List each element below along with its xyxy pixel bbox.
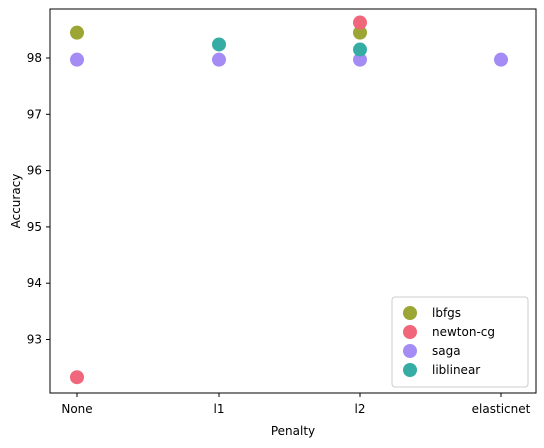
point-liblinear-l1 bbox=[212, 37, 226, 52]
point-saga-elasticnet bbox=[494, 52, 508, 67]
legend-marker-lbfgs bbox=[403, 306, 417, 320]
legend-label-liblinear: liblinear bbox=[432, 363, 480, 377]
point-liblinear-l2 bbox=[353, 42, 367, 57]
y-tick-label-95: 95 bbox=[27, 220, 42, 234]
legend-label-lbfgs: lbfgs bbox=[432, 306, 461, 320]
y-tick-label-94: 94 bbox=[27, 276, 42, 290]
point-newton-cg-l2 bbox=[353, 15, 367, 30]
point-lbfgs-l2 bbox=[353, 25, 367, 40]
x-tick-label-l1: l1 bbox=[214, 402, 225, 416]
x-axis-label: Penalty bbox=[271, 424, 315, 438]
point-saga-l2 bbox=[353, 52, 367, 67]
legend-marker-liblinear bbox=[403, 363, 417, 377]
x-tick-label-None: None bbox=[61, 402, 92, 416]
legend-marker-newton-cg bbox=[403, 325, 417, 339]
x-tick-label-elasticnet: elasticnet bbox=[472, 402, 531, 416]
y-tick-label-96: 96 bbox=[27, 164, 42, 178]
y-tick-label-98: 98 bbox=[27, 51, 42, 65]
point-newton-cg-None bbox=[70, 370, 84, 385]
data-points bbox=[70, 15, 508, 385]
point-lbfgs-None bbox=[70, 25, 84, 40]
y-tick-label-93: 93 bbox=[27, 333, 42, 347]
plot-frame bbox=[49, 8, 537, 394]
x-tick-label-l2: l2 bbox=[355, 402, 366, 416]
x-axis: None l1 l2 elasticnet bbox=[61, 393, 531, 416]
point-saga-l1 bbox=[212, 52, 226, 67]
legend-label-newton-cg: newton-cg bbox=[432, 325, 495, 339]
legend-marker-saga bbox=[403, 344, 417, 358]
legend-label-saga: saga bbox=[432, 344, 461, 358]
legend: lbfgs newton-cg saga liblinear bbox=[391, 296, 529, 388]
y-axis: 93 94 95 96 97 98 bbox=[27, 51, 50, 347]
legend-box bbox=[391, 296, 529, 388]
y-axis-label: Accuracy bbox=[9, 174, 23, 229]
y-tick-label-97: 97 bbox=[27, 107, 42, 121]
point-saga-None bbox=[70, 52, 84, 67]
